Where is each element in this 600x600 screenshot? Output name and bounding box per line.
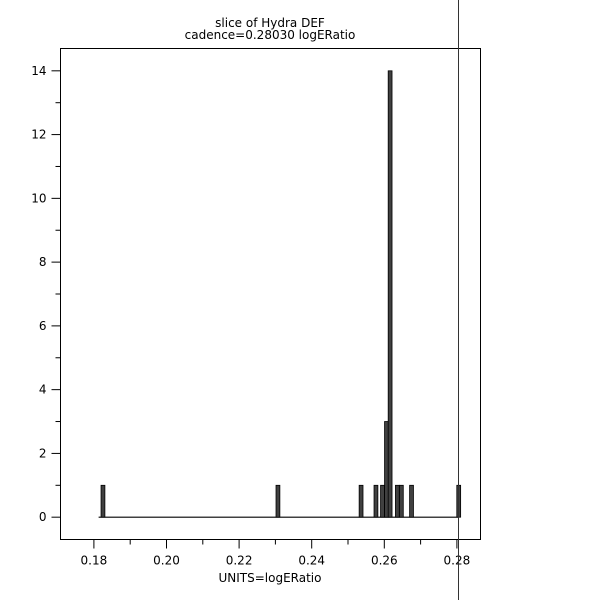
x-axis-label: UNITS=logERatio	[219, 571, 322, 585]
y-tick-label: 10	[31, 191, 46, 205]
y-tick-label: 12	[31, 128, 46, 142]
y-tick-label: 2	[39, 446, 47, 460]
chart-subtitle: cadence=0.28030 logERatio	[185, 28, 356, 42]
histogram-bar	[358, 484, 364, 518]
y-axis: 0 2 4 6 8 10 12 14	[31, 64, 61, 524]
x-tick-label: 0.20	[153, 554, 180, 568]
histogram-bar	[373, 484, 379, 518]
histogram-bar	[100, 484, 106, 518]
x-tick-label: 0.18	[81, 554, 108, 568]
x-tick-label: 0.24	[298, 554, 325, 568]
y-tick-label: 6	[39, 319, 47, 333]
y-tick-label: 14	[31, 64, 46, 78]
bars-group	[98, 70, 462, 518]
chart-title: slice of Hydra DEF	[215, 16, 325, 30]
histogram-bar	[399, 484, 404, 518]
y-tick-label: 4	[39, 383, 47, 397]
histogram-bar	[387, 70, 393, 518]
histogram-bar	[380, 484, 385, 518]
x-tick-label: 0.28	[444, 554, 471, 568]
y-tick-label: 8	[39, 255, 47, 269]
histogram-bar	[395, 484, 400, 518]
x-axis: 0.18 0.20 0.22 0.24 0.26 0.28	[81, 539, 471, 568]
histogram-bar	[275, 484, 281, 518]
histogram-bar	[409, 484, 414, 518]
x-tick-label: 0.22	[226, 554, 253, 568]
y-tick-label: 0	[39, 510, 47, 524]
plot-frame	[60, 48, 481, 540]
x-tick-label: 0.26	[371, 554, 398, 568]
